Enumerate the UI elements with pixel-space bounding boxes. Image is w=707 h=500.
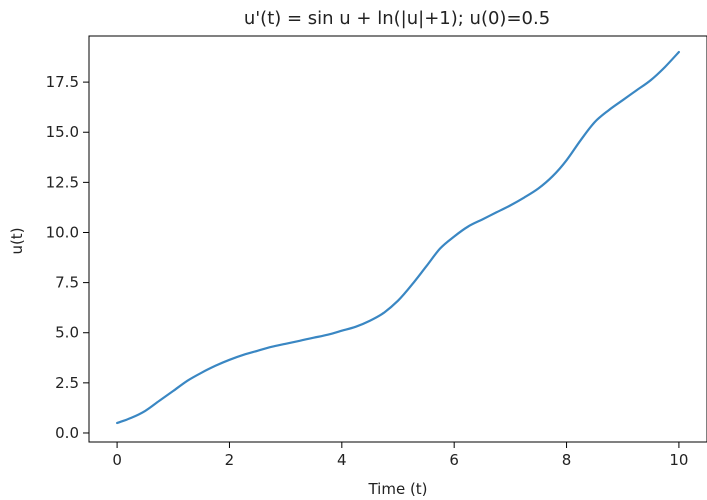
- y-tick-label: 12.5: [46, 173, 79, 191]
- chart-title: u'(t) = sin u + ln(|u|+1); u(0)=0.5: [244, 8, 550, 29]
- series-line: [116, 50, 680, 425]
- y-axis-label: u(t): [8, 227, 26, 254]
- x-tick-label: 10: [669, 451, 688, 469]
- y-tick-label: 7.5: [55, 274, 79, 292]
- x-tick-label: 4: [337, 451, 347, 469]
- y-tick-label: 17.5: [46, 73, 79, 91]
- y-tick-label: 5.0: [55, 324, 79, 342]
- y-tick-label: 2.5: [55, 374, 79, 392]
- y-tick-label: 10.0: [46, 223, 79, 241]
- plot-area: 0 2 4 6 8 10 0.0 2.5 5.0 7.5 10.0 12.5 15.0 17.5: [46, 50, 688, 469]
- x-tick-label: 0: [112, 451, 122, 469]
- y-tick-label: 0.0: [55, 424, 79, 442]
- plot-frame: [88, 35, 707, 443]
- y-tick-label: 15.0: [46, 123, 79, 141]
- x-tick-label: 6: [449, 451, 459, 469]
- x-tick-label: 8: [562, 451, 572, 469]
- x-axis-label: Time (t): [367, 480, 427, 498]
- x-tick-label: 2: [225, 451, 235, 469]
